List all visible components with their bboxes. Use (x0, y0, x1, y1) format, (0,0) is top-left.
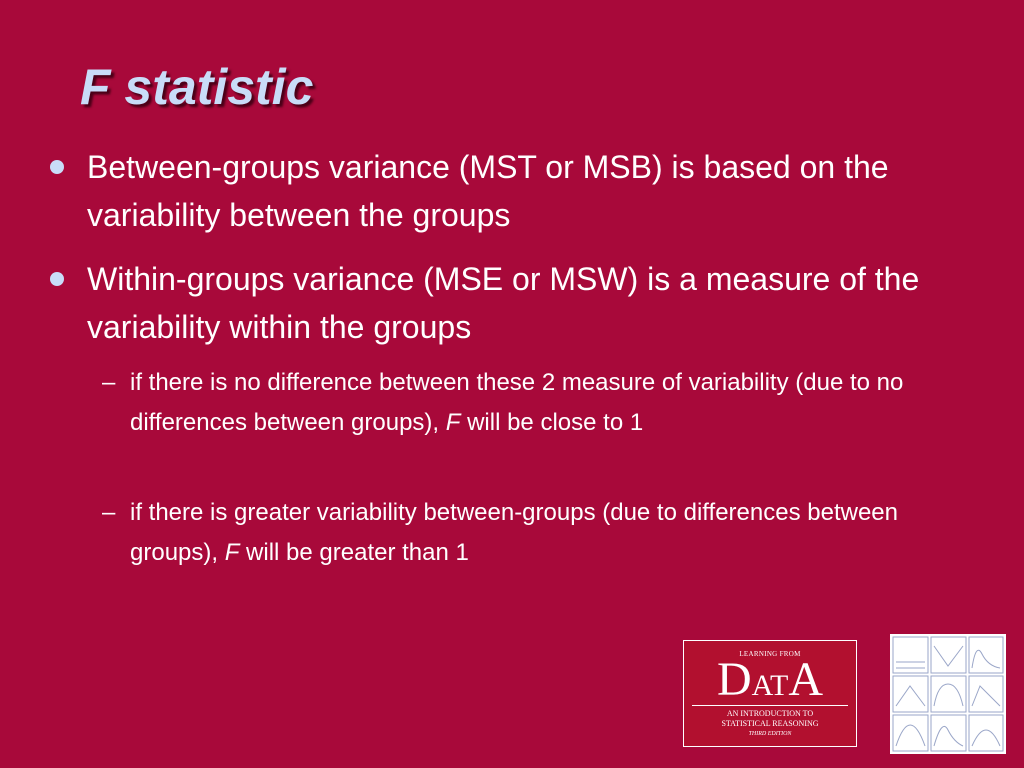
text-run: if there is no difference between these … (130, 369, 904, 436)
grid-background (890, 634, 1006, 754)
text-run: F (445, 409, 461, 436)
logo-edition: THIRD EDITION (748, 731, 792, 737)
bullet-dot (50, 272, 64, 286)
bullet-text: Between-groups variance (MST or MSB) is … (87, 149, 889, 233)
sub-bullet: if there is greater variability between-… (130, 493, 940, 573)
sub-dash: – (102, 369, 116, 396)
text-run: will be greater than 1 (239, 539, 469, 566)
text-run: will be close to 1 (460, 409, 644, 436)
logo-subtitle: AN INTRODUCTION TO (726, 709, 814, 718)
logo-letter: A (788, 653, 823, 706)
logo-top: LEARNING FROM (739, 650, 801, 658)
text-run: F (224, 539, 240, 566)
sub-bullet: if there is no difference between these … (130, 363, 940, 443)
logo-title: DATA (684, 656, 856, 704)
grid-cells (892, 636, 1004, 752)
sub-dash: – (102, 499, 116, 526)
thumbnail-grid (890, 634, 1006, 754)
logo-subtitle: STATISTICAL REASONING (721, 719, 819, 728)
logo-letter: A (751, 669, 770, 702)
book-logo: LEARNING FROM DATA AN INTRODUCTION TO ST… (683, 640, 857, 747)
bullet-dot (50, 160, 64, 174)
text-run: if there is greater variability between-… (130, 499, 898, 566)
logo-letter: T (770, 669, 789, 702)
slide-title: F statistic (80, 59, 314, 115)
bullet-text: Within-groups variance (MSE or MSW) is a… (87, 261, 920, 345)
logo-letter: D (716, 653, 752, 706)
